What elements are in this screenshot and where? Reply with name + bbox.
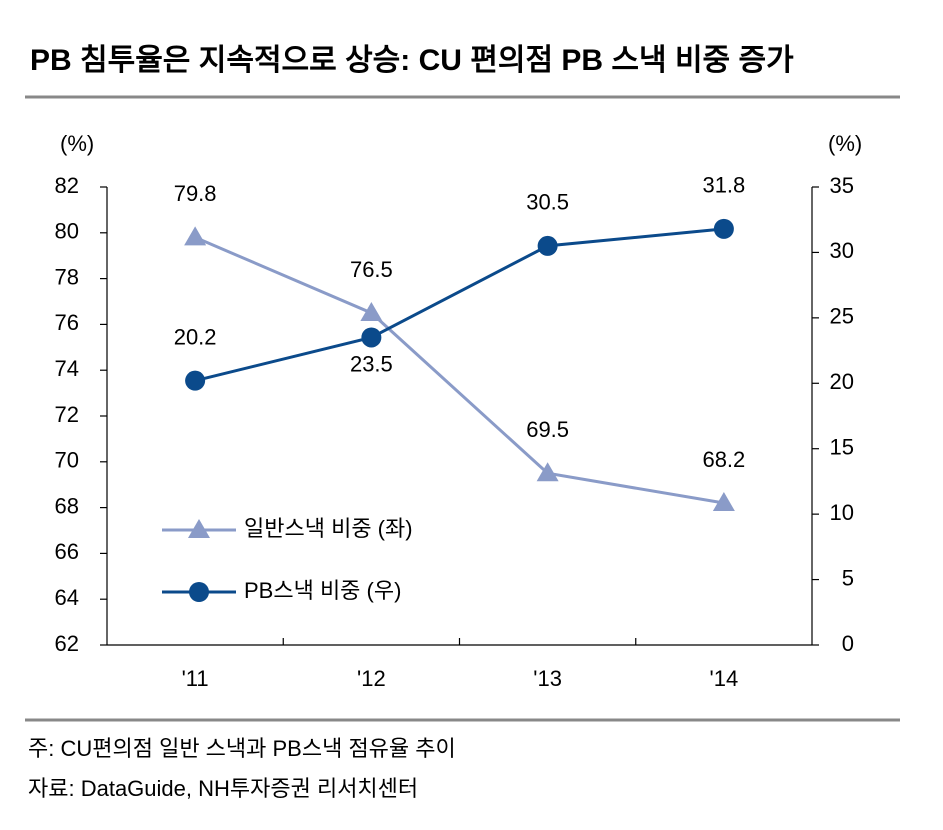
y-tick-label: 76 xyxy=(55,310,79,335)
legend-marker xyxy=(189,582,209,602)
y2-tick-label: 5 xyxy=(842,565,854,590)
data-point xyxy=(713,218,734,239)
legend-label: PB스낵 비중 (우) xyxy=(244,578,401,603)
legend-marker xyxy=(188,519,210,538)
y2-tick-label: 20 xyxy=(830,369,854,394)
x-tick-label: '14 xyxy=(710,666,739,691)
x-tick-label: '13 xyxy=(533,666,562,691)
data-point xyxy=(361,327,382,348)
data-point xyxy=(537,235,558,256)
data-label: 76.5 xyxy=(350,257,393,282)
data-point xyxy=(184,226,207,246)
y-tick-label: 64 xyxy=(55,585,79,610)
y-tick-label: 80 xyxy=(55,219,79,244)
y2-unit: (%) xyxy=(828,131,862,156)
y-tick-label: 70 xyxy=(55,448,79,473)
y2-tick-label: 0 xyxy=(842,631,854,656)
y2-tick-label: 30 xyxy=(830,238,854,263)
y2-tick-label: 35 xyxy=(830,173,854,198)
y-tick-label: 68 xyxy=(55,493,79,518)
legend-label: 일반스낵 비중 (좌) xyxy=(244,516,413,541)
y2-tick-label: 15 xyxy=(830,435,854,460)
data-point xyxy=(360,301,383,321)
chart-title: PB 침투율은 지속적으로 상승: CU 편의점 PB 스낵 비중 증가 xyxy=(30,44,794,77)
y-tick-label: 66 xyxy=(55,539,79,564)
y-tick-label: 74 xyxy=(55,356,79,381)
data-label: 69.5 xyxy=(526,417,569,442)
x-tick-label: '12 xyxy=(357,666,386,691)
note: 주: CU편의점 일반 스낵과 PB스낵 점유율 추이 xyxy=(28,736,456,761)
source: 자료: DataGuide, NH투자증권 리서치센터 xyxy=(28,776,418,801)
data-label: 30.5 xyxy=(526,190,569,215)
data-label: 31.8 xyxy=(702,173,745,198)
data-label: 68.2 xyxy=(702,447,745,472)
y2-tick-label: 25 xyxy=(830,304,854,329)
data-point xyxy=(536,462,559,482)
data-label: 79.8 xyxy=(174,181,217,206)
series-line xyxy=(194,227,725,383)
y2-tick-label: 10 xyxy=(830,500,854,525)
y-tick-label: 82 xyxy=(55,173,79,198)
series-line xyxy=(194,236,725,505)
data-label: 23.5 xyxy=(350,351,393,376)
data-point xyxy=(712,492,735,512)
x-tick-label: '11 xyxy=(182,666,209,691)
y-unit: (%) xyxy=(60,131,94,156)
data-label: 20.2 xyxy=(174,324,217,349)
y-tick-label: 72 xyxy=(55,402,79,427)
y-tick-label: 62 xyxy=(55,631,79,656)
data-point xyxy=(185,370,206,391)
y-tick-label: 78 xyxy=(55,264,79,289)
